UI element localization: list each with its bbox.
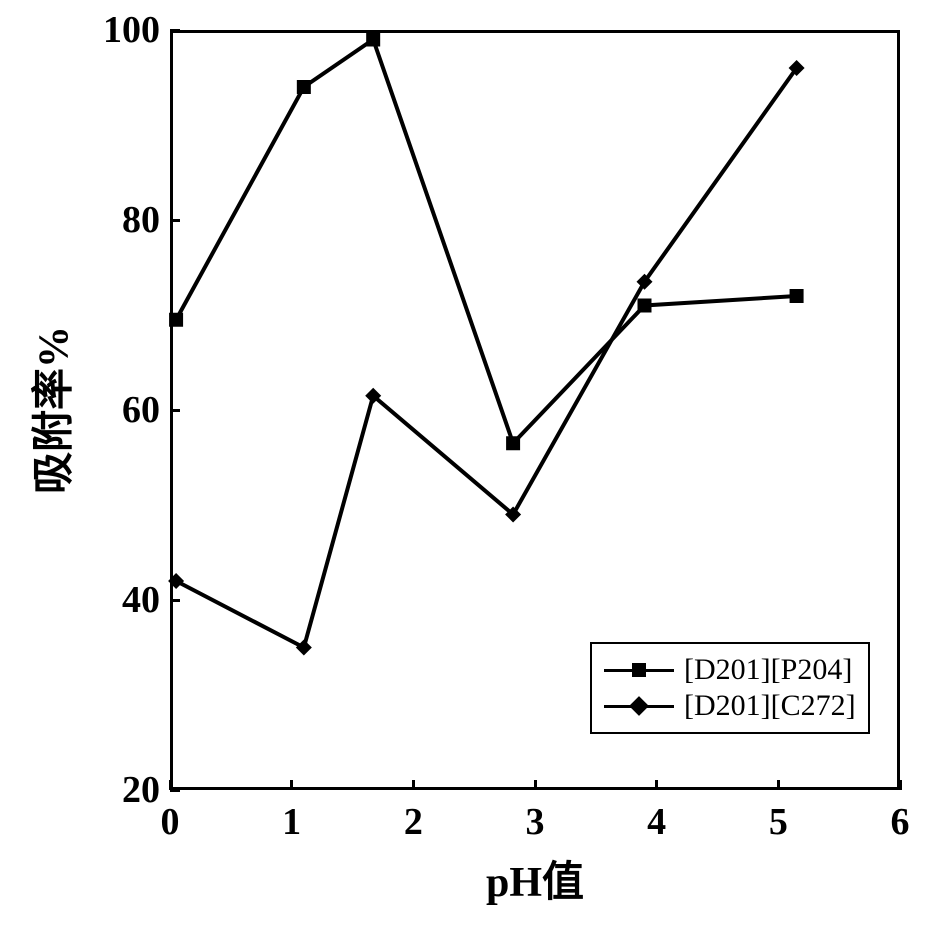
legend-row: [D201][P204] — [604, 652, 856, 688]
diamond-icon — [632, 699, 646, 713]
legend-label: [D201][P204] — [684, 653, 852, 687]
legend-row: [D201][C272] — [604, 688, 856, 724]
x-tick — [290, 780, 293, 790]
x-tick-label: 4 — [647, 800, 666, 844]
y-tick-label: 60 — [95, 388, 160, 432]
legend: [D201][P204][D201][C272] — [590, 642, 870, 734]
x-tick — [899, 780, 902, 790]
y-tick-label: 40 — [95, 578, 160, 622]
y-tick — [170, 789, 180, 792]
square-icon — [632, 663, 646, 677]
y-tick — [170, 599, 180, 602]
x-tick — [655, 780, 658, 790]
y-tick-label: 20 — [95, 768, 160, 812]
y-tick-label: 80 — [95, 198, 160, 242]
x-tick-label: 6 — [891, 800, 910, 844]
legend-line — [604, 705, 674, 708]
y-axis-title: 吸附率% — [20, 326, 81, 494]
legend-line — [604, 669, 674, 672]
x-tick — [412, 780, 415, 790]
x-tick-label: 2 — [404, 800, 423, 844]
x-tick — [534, 780, 537, 790]
x-axis-title: pH值 — [486, 848, 584, 909]
y-tick — [170, 29, 180, 32]
x-tick-label: 5 — [769, 800, 788, 844]
x-tick-label: 3 — [526, 800, 545, 844]
x-tick — [777, 780, 780, 790]
legend-label: [D201][C272] — [684, 689, 856, 723]
y-tick-label: 100 — [95, 8, 160, 52]
line-chart: 0 1 2 3 4 5 6 20 40 60 80 100 pH值 吸附率% [D201][P204]… — [0, 0, 936, 936]
x-tick-label: 1 — [282, 800, 301, 844]
x-tick-label: 0 — [161, 800, 180, 844]
y-tick — [170, 219, 180, 222]
y-tick — [170, 409, 180, 412]
